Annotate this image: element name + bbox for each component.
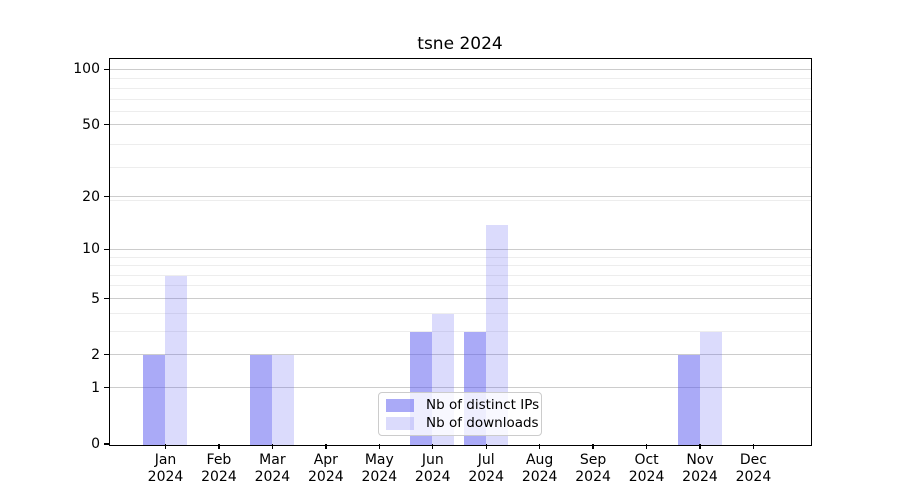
- gridline-minor: [109, 167, 811, 169]
- gridline-minor: [109, 265, 811, 267]
- gridline-minor: [109, 274, 811, 276]
- gridline-major: [109, 387, 811, 389]
- gridline-major: [109, 248, 811, 250]
- y-tick-label: 20: [82, 188, 100, 205]
- bar-downloads-mar: [271, 355, 294, 445]
- y-tick-label: 50: [82, 116, 100, 133]
- y-tick-mark: [104, 387, 109, 389]
- legend-swatch-distinct-ips: [386, 398, 414, 412]
- legend: Nb of distinct IPs Nb of downloads: [378, 392, 542, 436]
- gridline-minor: [109, 98, 811, 100]
- x-tick-mark: [325, 444, 327, 449]
- x-tick-label: Oct 2024: [628, 452, 665, 485]
- bar-downloads-jan: [165, 275, 187, 445]
- x-tick-mark: [485, 444, 487, 449]
- x-tick-label: Nov 2024: [682, 452, 718, 485]
- x-tick-label: Apr 2024: [308, 452, 344, 485]
- y-tick-mark: [104, 354, 109, 356]
- y-tick-mark: [104, 196, 109, 198]
- legend-label-distinct-ips: Nb of distinct IPs: [426, 397, 540, 413]
- plot-area: [108, 57, 812, 446]
- gridline-minor: [109, 285, 811, 287]
- x-tick-label: Jan 2024: [147, 452, 184, 485]
- y-tick-label: 5: [91, 290, 100, 307]
- x-tick-mark: [378, 444, 380, 449]
- x-tick-mark: [538, 444, 541, 449]
- gridline-major: [109, 124, 811, 126]
- x-tick-mark: [271, 444, 274, 449]
- y-tick-label: 1: [91, 379, 100, 396]
- y-tick-mark: [104, 297, 109, 300]
- x-tick-mark: [699, 444, 701, 449]
- legend-swatch-downloads: [386, 416, 414, 430]
- gridline-minor: [109, 330, 811, 332]
- x-tick-label: Jun 2024: [414, 452, 451, 485]
- y-tick-label: 2: [91, 346, 100, 363]
- x-tick-label: Feb 2024: [201, 452, 237, 485]
- y-tick-mark: [104, 124, 109, 126]
- legend-item-downloads: Nb of downloads: [386, 415, 539, 431]
- x-tick-mark: [218, 444, 220, 449]
- x-tick-mark: [752, 444, 755, 449]
- y-tick-mark: [104, 68, 109, 70]
- legend-label-downloads: Nb of downloads: [426, 415, 539, 431]
- x-tick-label: Dec 2024: [735, 452, 772, 485]
- gridline-minor: [109, 78, 811, 80]
- x-tick-mark: [432, 444, 434, 449]
- gridline-minor: [109, 312, 811, 314]
- x-tick-label: Jul 2024: [468, 452, 504, 485]
- gridline-major: [109, 68, 811, 70]
- bar-distinct-ips-mar: [249, 355, 272, 445]
- gridline-major: [109, 298, 811, 299]
- x-tick-label: Mar 2024: [254, 452, 291, 485]
- bar-distinct-ips-nov: [677, 355, 700, 445]
- bar-distinct-ips-jan: [143, 355, 165, 445]
- bar-downloads-nov: [699, 331, 722, 445]
- gridline-minor: [109, 143, 811, 145]
- x-tick-label: Sep 2024: [575, 452, 611, 485]
- y-tick-label: 10: [82, 241, 100, 258]
- bar-downloads-jul: [485, 224, 508, 445]
- legend-item-distinct-ips: Nb of distinct IPs: [386, 397, 539, 413]
- y-tick-label: 0: [91, 436, 100, 452]
- gridline-minor: [109, 111, 811, 113]
- x-tick-mark: [592, 444, 594, 449]
- y-tick-label: 100: [73, 61, 100, 78]
- gridline-minor: [109, 87, 811, 89]
- gridline-major: [109, 196, 811, 198]
- gridline-minor: [109, 200, 811, 202]
- y-tick-mark: [104, 248, 109, 250]
- gridline-minor: [109, 256, 811, 258]
- gridline-major: [109, 354, 811, 356]
- chart-title: tsne 2024: [417, 34, 503, 54]
- y-tick-mark: [104, 443, 109, 445]
- x-tick-label: May 2024: [361, 452, 398, 485]
- x-tick-mark: [164, 444, 167, 449]
- x-tick-label: Aug 2024: [521, 452, 558, 485]
- x-tick-mark: [645, 444, 648, 449]
